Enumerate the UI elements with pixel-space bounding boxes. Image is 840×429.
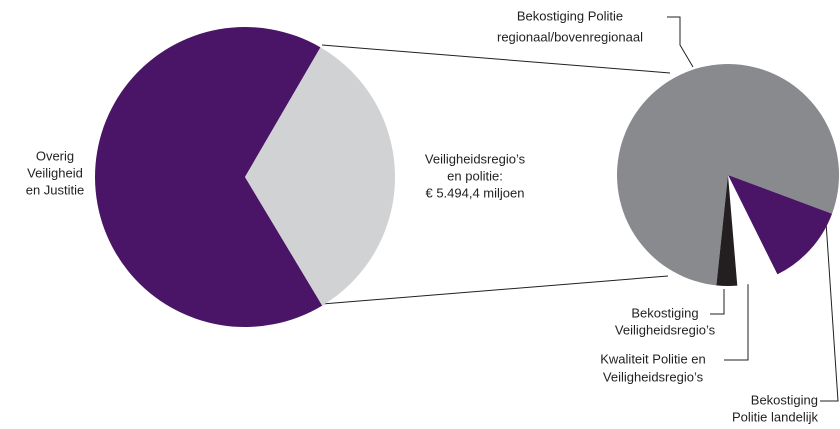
slice-label: Bekostiging [751, 392, 818, 407]
pie-slice [728, 175, 778, 286]
slice-label: Bekostiging Politie [517, 8, 623, 23]
pie-slice [728, 175, 833, 275]
pie-slice [245, 47, 396, 306]
slice-label: regionaal/bovenregionaal [497, 29, 643, 44]
slice-label: Veiligheidsregio’s [615, 322, 716, 337]
slice-label: € 5.494,4 miljoen [425, 185, 524, 200]
slice-label: en Justitie [26, 182, 85, 197]
connector-lines [321, 44, 671, 305]
leader-lines [667, 16, 839, 402]
slice-label: Veiligheidsregio’s [425, 151, 526, 166]
pie-slice [716, 175, 738, 286]
pie-slice [617, 64, 839, 286]
slice-label: en politie: [447, 168, 503, 183]
slice-label: Bekostiging [631, 305, 698, 320]
slice-label: Politie landelijk [732, 409, 818, 424]
pie-slice [95, 27, 323, 328]
slice-label: Veiligheid [27, 165, 83, 180]
slice-label: Overig [36, 148, 74, 163]
slice-label: Kwaliteit Politie en [600, 351, 706, 366]
slice-label: Veiligheidsregio’s [603, 369, 704, 384]
